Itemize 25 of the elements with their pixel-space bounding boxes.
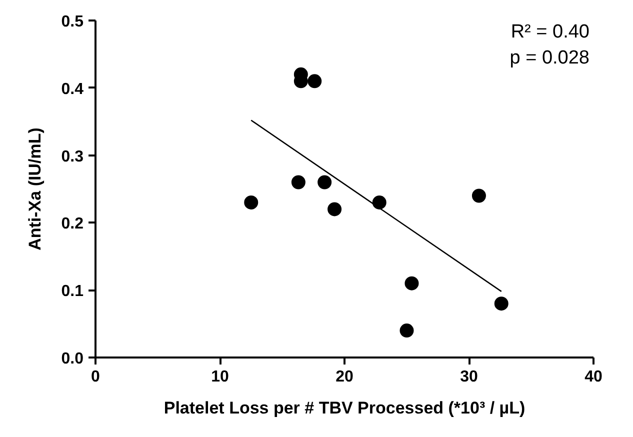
y-tick-label: 0.1 xyxy=(61,283,84,300)
point xyxy=(400,324,414,338)
x-axis-title: Platelet Loss per # TBV Processed (*10³ / µL) xyxy=(164,398,526,418)
x-tick-label: 40 xyxy=(584,368,602,386)
point xyxy=(308,74,322,88)
annotation: R² = 0.40 xyxy=(510,22,590,42)
y-tick-label: 0.2 xyxy=(61,216,84,233)
x-tick-label: 0 xyxy=(91,368,100,386)
point xyxy=(244,195,258,210)
y-tick-label: 0.0 xyxy=(61,350,84,368)
annotation: p = 0.028 xyxy=(510,48,590,68)
point xyxy=(318,175,332,190)
point xyxy=(472,188,486,203)
x-tick-label: 30 xyxy=(460,368,478,386)
x-tick-label: 20 xyxy=(336,368,354,386)
point xyxy=(291,175,306,190)
point xyxy=(372,195,386,210)
point xyxy=(328,202,342,216)
y-tick-label: 0.3 xyxy=(61,148,84,166)
point xyxy=(404,276,419,290)
y-axis-title: Anti-Xa (IU/mL) xyxy=(25,128,44,250)
point xyxy=(494,296,508,311)
y-tick-label: 0.5 xyxy=(61,14,84,30)
x-tick-label: 10 xyxy=(211,368,229,386)
y-tick-label: 0.4 xyxy=(61,80,84,98)
